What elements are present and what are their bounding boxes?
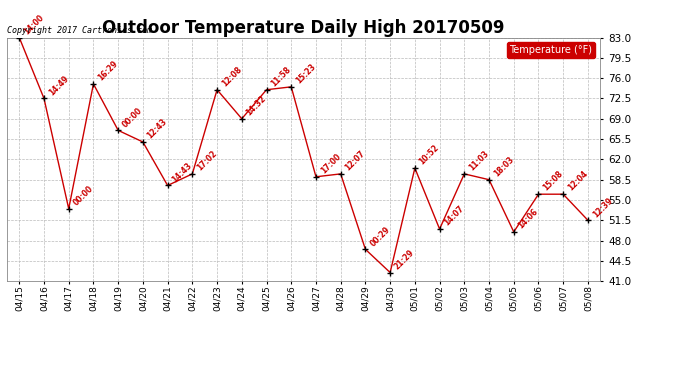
Legend: Temperature (°F): Temperature (°F) xyxy=(506,42,595,58)
Text: 15:23: 15:23 xyxy=(294,62,317,86)
Text: 15:08: 15:08 xyxy=(541,170,564,193)
Text: 17:00: 17:00 xyxy=(319,152,342,176)
Text: 12:07: 12:07 xyxy=(344,149,367,172)
Text: 11:58: 11:58 xyxy=(269,65,293,88)
Text: 12:04: 12:04 xyxy=(566,170,589,193)
Text: 16:29: 16:29 xyxy=(96,59,119,82)
Text: 10:52: 10:52 xyxy=(417,143,441,167)
Text: 00:00: 00:00 xyxy=(72,184,95,207)
Text: 14:43: 14:43 xyxy=(170,160,194,184)
Text: 14:49: 14:49 xyxy=(47,74,70,97)
Text: 14:06: 14:06 xyxy=(517,207,540,231)
Text: 14:32: 14:32 xyxy=(244,94,268,117)
Text: 21:29: 21:29 xyxy=(393,248,416,271)
Text: 11:03: 11:03 xyxy=(467,149,491,172)
Text: 00:00: 00:00 xyxy=(121,105,144,129)
Text: 14:07: 14:07 xyxy=(442,204,466,228)
Text: Copyright 2017 Cartronics.com: Copyright 2017 Cartronics.com xyxy=(7,26,152,35)
Text: 12:08: 12:08 xyxy=(220,65,244,88)
Text: 12:39: 12:39 xyxy=(591,195,614,219)
Text: 12:43: 12:43 xyxy=(146,117,169,141)
Text: 14:00: 14:00 xyxy=(22,13,46,36)
Text: 18:03: 18:03 xyxy=(492,155,515,178)
Text: 00:29: 00:29 xyxy=(368,225,392,248)
Title: Outdoor Temperature Daily High 20170509: Outdoor Temperature Daily High 20170509 xyxy=(102,20,505,38)
Text: 17:02: 17:02 xyxy=(195,149,219,172)
